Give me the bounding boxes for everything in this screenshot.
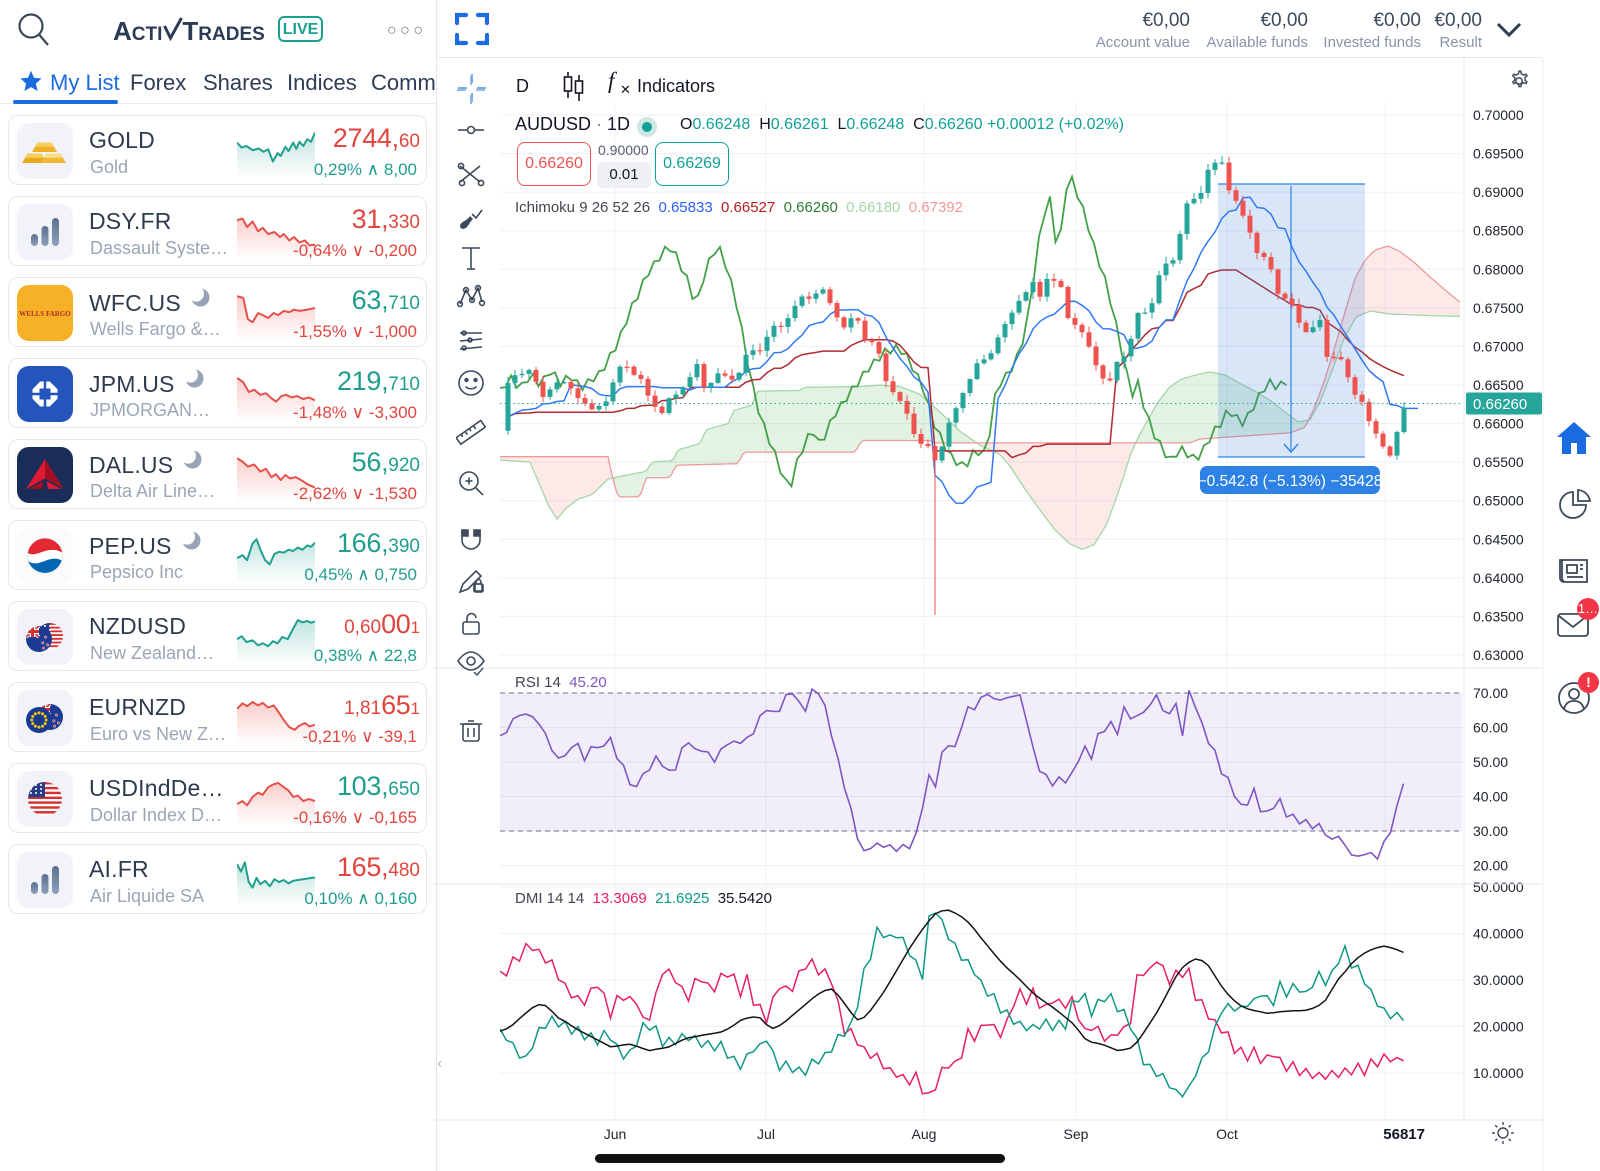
svg-text:0.63500: 0.63500 bbox=[1473, 608, 1524, 624]
svg-text:0.70000: 0.70000 bbox=[1473, 107, 1524, 123]
svg-text:0.67000: 0.67000 bbox=[1473, 338, 1524, 354]
svg-text:0.67500: 0.67500 bbox=[1473, 300, 1524, 316]
svg-text:0.65500: 0.65500 bbox=[1473, 454, 1524, 470]
svg-text:WELLS FARGO: WELLS FARGO bbox=[19, 310, 71, 318]
svg-text:10.0000: 10.0000 bbox=[1473, 1065, 1524, 1081]
svg-text:Jun: Jun bbox=[604, 1126, 627, 1142]
svg-text:0.69500: 0.69500 bbox=[1473, 146, 1524, 162]
svg-text:Oct: Oct bbox=[1216, 1126, 1238, 1142]
svg-text:‹: ‹ bbox=[437, 1055, 442, 1072]
svg-text:0.68500: 0.68500 bbox=[1473, 223, 1524, 239]
svg-text:0.65000: 0.65000 bbox=[1473, 493, 1524, 509]
svg-text:0.69000: 0.69000 bbox=[1473, 184, 1524, 200]
svg-text:40.0000: 40.0000 bbox=[1473, 926, 1524, 942]
svg-text:56817: 56817 bbox=[1383, 1126, 1425, 1143]
svg-text:0.63000: 0.63000 bbox=[1473, 647, 1524, 663]
svg-text:30.00: 30.00 bbox=[1473, 823, 1508, 839]
svg-text:60.00: 60.00 bbox=[1473, 720, 1508, 736]
svg-text:20.00: 20.00 bbox=[1473, 858, 1508, 874]
svg-text:0.64500: 0.64500 bbox=[1473, 531, 1524, 547]
svg-text:−0.542.8 (−5.13%) −35428: −0.542.8 (−5.13%) −35428 bbox=[1198, 473, 1383, 490]
svg-text:30.0000: 30.0000 bbox=[1473, 972, 1524, 988]
svg-text:40.00: 40.00 bbox=[1473, 789, 1508, 805]
svg-text:50.0000: 50.0000 bbox=[1473, 879, 1524, 895]
svg-text:20.0000: 20.0000 bbox=[1473, 1019, 1524, 1035]
svg-text:0.66500: 0.66500 bbox=[1473, 377, 1524, 393]
svg-text:0.64000: 0.64000 bbox=[1473, 570, 1524, 586]
svg-text:Jul: Jul bbox=[757, 1126, 775, 1142]
svg-text:70.00: 70.00 bbox=[1473, 685, 1508, 701]
svg-text:Aug: Aug bbox=[912, 1126, 937, 1142]
svg-text:50.00: 50.00 bbox=[1473, 754, 1508, 770]
svg-text:0.66000: 0.66000 bbox=[1473, 416, 1524, 432]
svg-text:0.66260: 0.66260 bbox=[1473, 396, 1527, 413]
svg-text:Sep: Sep bbox=[1064, 1126, 1089, 1142]
svg-text:0.68000: 0.68000 bbox=[1473, 261, 1524, 277]
